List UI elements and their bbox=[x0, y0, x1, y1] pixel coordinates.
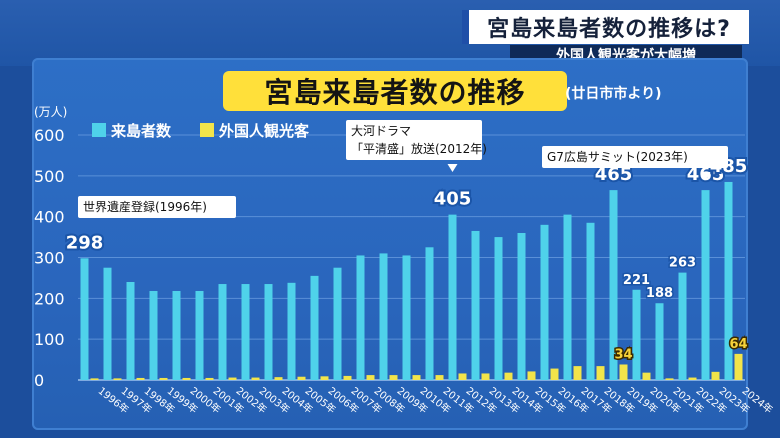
legend-label: 来島者数 bbox=[110, 122, 172, 140]
bar-foreign bbox=[435, 375, 444, 380]
y-tick-label: 0 bbox=[34, 371, 44, 390]
bar-foreign bbox=[412, 375, 421, 380]
bar-visitors bbox=[540, 224, 549, 380]
bar-foreign bbox=[596, 366, 605, 380]
bar-foreign bbox=[458, 373, 467, 380]
annotation-line: 大河ドラマ bbox=[351, 124, 411, 138]
data-label: 221 bbox=[623, 273, 650, 288]
legend-swatch bbox=[200, 123, 214, 137]
bar-visitors bbox=[241, 284, 250, 380]
bar-foreign bbox=[734, 353, 743, 380]
bar-foreign bbox=[619, 364, 628, 380]
annotation-box bbox=[346, 120, 482, 160]
annotation-text: G7広島サミット(2023年) bbox=[547, 149, 688, 164]
bar-foreign bbox=[205, 377, 214, 380]
bar-visitors bbox=[448, 214, 457, 380]
bar-visitors bbox=[333, 267, 342, 380]
y-tick-label: 300 bbox=[34, 249, 65, 268]
bar-visitors bbox=[609, 190, 618, 380]
bar-foreign bbox=[527, 371, 536, 380]
bar-visitors bbox=[103, 267, 112, 380]
source-note: (廿日市市より) bbox=[565, 86, 662, 102]
bar-visitors bbox=[287, 282, 296, 380]
legend-swatch bbox=[92, 123, 106, 137]
data-label: 405 bbox=[434, 189, 472, 210]
bar-visitors bbox=[678, 272, 687, 380]
y-tick-label: 500 bbox=[34, 167, 65, 186]
bar-foreign bbox=[665, 378, 674, 380]
data-label: 263 bbox=[669, 256, 696, 271]
bar-visitors bbox=[218, 284, 227, 380]
headline: 宮島来島者数の推移は? bbox=[462, 10, 749, 44]
bar-foreign bbox=[113, 378, 122, 380]
bar-visitors bbox=[356, 255, 365, 380]
chart-title: 宮島来島者数の推移 bbox=[223, 71, 567, 111]
bar-foreign bbox=[251, 377, 260, 380]
bar-visitors bbox=[195, 290, 204, 380]
annotations: 世界遺産登録(1996年) 大河ドラマ「平清盛」放送(2012年) G7広島サミット… bbox=[78, 120, 728, 218]
bar-foreign bbox=[642, 372, 651, 380]
y-axis-unit: (万人) bbox=[34, 105, 67, 119]
y-tick-label: 400 bbox=[34, 208, 65, 227]
bar-visitors bbox=[264, 284, 273, 380]
bar-visitors bbox=[563, 214, 572, 380]
bar-foreign bbox=[711, 371, 720, 380]
annotation-line: 世界遺産登録(1996年) bbox=[83, 199, 207, 214]
annotation-text: 大河ドラマ「平清盛」放送(2012年) bbox=[351, 124, 487, 156]
bar-visitors bbox=[379, 253, 388, 380]
bar-foreign bbox=[481, 373, 490, 380]
bar-foreign bbox=[389, 375, 398, 380]
bar-visitors bbox=[126, 282, 135, 380]
bar-visitors bbox=[632, 289, 641, 380]
bar-foreign bbox=[550, 368, 559, 380]
data-label: 188 bbox=[646, 286, 673, 301]
annotation-box bbox=[78, 196, 236, 218]
bar-visitors bbox=[172, 290, 181, 380]
bar-foreign bbox=[688, 377, 697, 380]
data-label: 64 bbox=[729, 337, 747, 352]
bar-foreign bbox=[228, 377, 237, 380]
annotation-box bbox=[542, 146, 728, 168]
annotation-arrow bbox=[700, 172, 711, 180]
bar-foreign bbox=[297, 376, 306, 380]
annotation-line: G7広島サミット(2023年) bbox=[547, 149, 688, 164]
bar-foreign bbox=[182, 377, 191, 380]
legend: 来島者数 外国人観光客 bbox=[92, 122, 310, 140]
bar-visitors bbox=[701, 190, 710, 380]
bar-visitors bbox=[80, 258, 89, 380]
annotation-line: 「平清盛」放送(2012年) bbox=[351, 141, 487, 156]
bar-visitors bbox=[425, 247, 434, 380]
bar-foreign bbox=[320, 376, 329, 380]
bar-visitors bbox=[471, 230, 480, 380]
bars bbox=[80, 181, 743, 380]
y-tick-label: 200 bbox=[34, 289, 65, 308]
y-tick-label: 600 bbox=[34, 126, 65, 145]
annotation-text: 世界遺産登録(1996年) bbox=[83, 199, 207, 214]
data-label: 34 bbox=[614, 347, 632, 362]
bar-visitors bbox=[310, 275, 319, 380]
bar-foreign bbox=[366, 375, 375, 380]
bar-visitors bbox=[149, 290, 158, 380]
bar-visitors bbox=[586, 222, 595, 380]
bar-foreign bbox=[343, 375, 352, 380]
bar-foreign bbox=[274, 377, 283, 380]
bar-visitors bbox=[402, 255, 411, 380]
bar-foreign bbox=[159, 377, 168, 380]
bar-foreign bbox=[90, 378, 99, 380]
y-tick-label: 100 bbox=[34, 330, 65, 349]
bar-visitors bbox=[724, 181, 733, 380]
bar-foreign bbox=[573, 366, 582, 380]
bar-foreign bbox=[136, 377, 145, 380]
bar-visitors bbox=[655, 303, 664, 380]
bar-visitors bbox=[517, 233, 526, 380]
bar-foreign bbox=[504, 372, 513, 380]
legend-label: 外国人観光客 bbox=[218, 122, 310, 140]
bar-visitors bbox=[494, 237, 503, 380]
data-label: 298 bbox=[66, 232, 104, 253]
annotation-arrow bbox=[447, 164, 458, 172]
x-axis: 1996年1997年1998年1999年2000年2001年2002年2003年… bbox=[96, 384, 776, 416]
